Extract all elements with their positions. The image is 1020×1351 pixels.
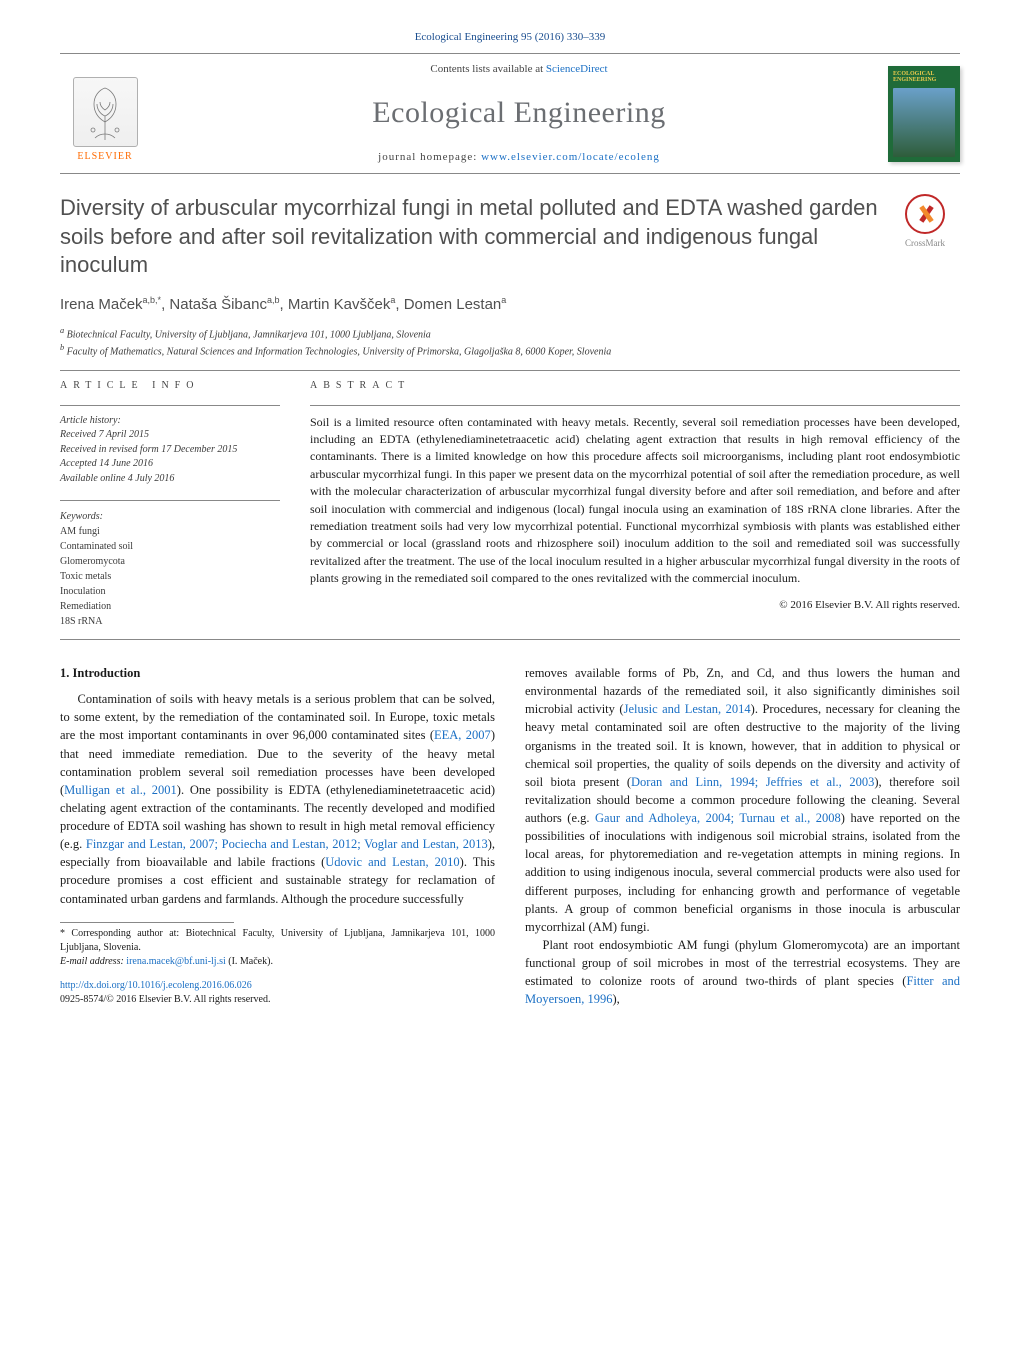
article-title: Diversity of arbuscular mycorrhizal fung… [60, 194, 890, 280]
footnotes: * Corresponding author at: Biotechnical … [60, 922, 495, 969]
citation-link[interactable]: Jelusic and Lestan, 2014 [624, 702, 751, 716]
affiliations: a Biotechnical Faculty, University of Lj… [60, 325, 960, 360]
crossmark-icon [905, 194, 945, 234]
divider [310, 405, 960, 406]
journal-homepage-link[interactable]: www.elsevier.com/locate/ecoleng [481, 151, 660, 163]
cover-image-icon [893, 88, 955, 157]
intro-paragraph-3: Plant root endosymbiotic AM fungi (phylu… [525, 936, 960, 1009]
divider [60, 405, 280, 406]
keyword-item: Inoculation [60, 584, 280, 599]
section-heading-intro: 1. Introduction [60, 664, 495, 682]
affiliation-a: a Biotechnical Faculty, University of Lj… [60, 325, 960, 342]
article-info-column: ARTICLE INFO Article history: Received 7… [60, 379, 280, 630]
divider [60, 639, 960, 640]
abstract-column: ABSTRACT Soil is a limited resource ofte… [310, 379, 960, 630]
crossmark-label: CrossMark [905, 237, 945, 250]
abstract-text: Soil is a limited resource often contami… [310, 414, 960, 588]
keywords-label: Keywords: [60, 509, 280, 524]
journal-header: ELSEVIER Contents lists available at Sci… [60, 53, 960, 174]
issn-copyright: 0925-8574/© 2016 Elsevier B.V. All right… [60, 994, 270, 1005]
homepage-line: journal homepage: www.elsevier.com/locat… [160, 150, 878, 165]
article-info-heading: ARTICLE INFO [60, 379, 280, 393]
divider [60, 370, 960, 371]
doi-block: http://dx.doi.org/10.1016/j.ecoleng.2016… [60, 979, 495, 1007]
contents-line: Contents lists available at ScienceDirec… [160, 62, 878, 77]
intro-paragraph-2: removes available forms of Pb, Zn, and C… [525, 664, 960, 936]
divider [60, 500, 280, 501]
keyword-item: Toxic metals [60, 569, 280, 584]
doi-link[interactable]: http://dx.doi.org/10.1016/j.ecoleng.2016… [60, 980, 252, 991]
cover-title: ECOLOGICAL ENGINEERING [893, 71, 955, 84]
corresponding-author-note: * Corresponding author at: Biotechnical … [60, 927, 495, 955]
citation-link[interactable]: Finzgar and Lestan, 2007; Pociecha and L… [86, 837, 488, 851]
email-line: E-mail address: irena.macek@bf.uni-lj.si… [60, 955, 495, 969]
keywords-block: Keywords: AM fungiContaminated soilGlome… [60, 509, 280, 629]
article-history: Article history: Received 7 April 2015 R… [60, 414, 280, 487]
crossmark-badge[interactable]: CrossMark [890, 194, 960, 250]
keyword-item: 18S rRNA [60, 614, 280, 629]
citation-link[interactable]: Udovic and Lestan, 2010 [325, 855, 459, 869]
citation-link[interactable]: EEA, 2007 [434, 728, 491, 742]
citation-link[interactable]: Gaur and Adholeya, 2004; Turnau et al., … [595, 811, 841, 825]
keywords-list: AM fungiContaminated soilGlomeromycotaTo… [60, 524, 280, 629]
header-center: Contents lists available at ScienceDirec… [150, 62, 888, 165]
citation-link[interactable]: Mulligan et al., 2001 [64, 783, 177, 797]
sciencedirect-link[interactable]: ScienceDirect [546, 63, 608, 75]
affiliation-b: b Faculty of Mathematics, Natural Scienc… [60, 342, 960, 359]
body-two-column: 1. Introduction Contamination of soils w… [60, 664, 960, 1008]
journal-reference: Ecological Engineering 95 (2016) 330–339 [60, 30, 960, 45]
elsevier-tree-icon [73, 77, 138, 147]
citation-link[interactable]: Doran and Linn, 1994; Jeffries et al., 2… [631, 775, 874, 789]
authors: Irena Mačeka,b,*, Nataša Šibanca,b, Mart… [60, 294, 960, 315]
elsevier-logo: ELSEVIER [60, 64, 150, 164]
keyword-item: Contaminated soil [60, 539, 280, 554]
abstract-heading: ABSTRACT [310, 379, 960, 393]
abstract-copyright: © 2016 Elsevier B.V. All rights reserved… [310, 598, 960, 613]
keyword-item: Remediation [60, 599, 280, 614]
keyword-item: Glomeromycota [60, 554, 280, 569]
journal-name: Ecological Engineering [160, 92, 878, 134]
publisher-name: ELSEVIER [77, 150, 132, 164]
email-link[interactable]: irena.macek@bf.uni-lj.si [126, 956, 225, 967]
keyword-item: AM fungi [60, 524, 280, 539]
journal-cover-thumbnail: ECOLOGICAL ENGINEERING [888, 66, 960, 162]
intro-paragraph-1: Contamination of soils with heavy metals… [60, 690, 495, 908]
